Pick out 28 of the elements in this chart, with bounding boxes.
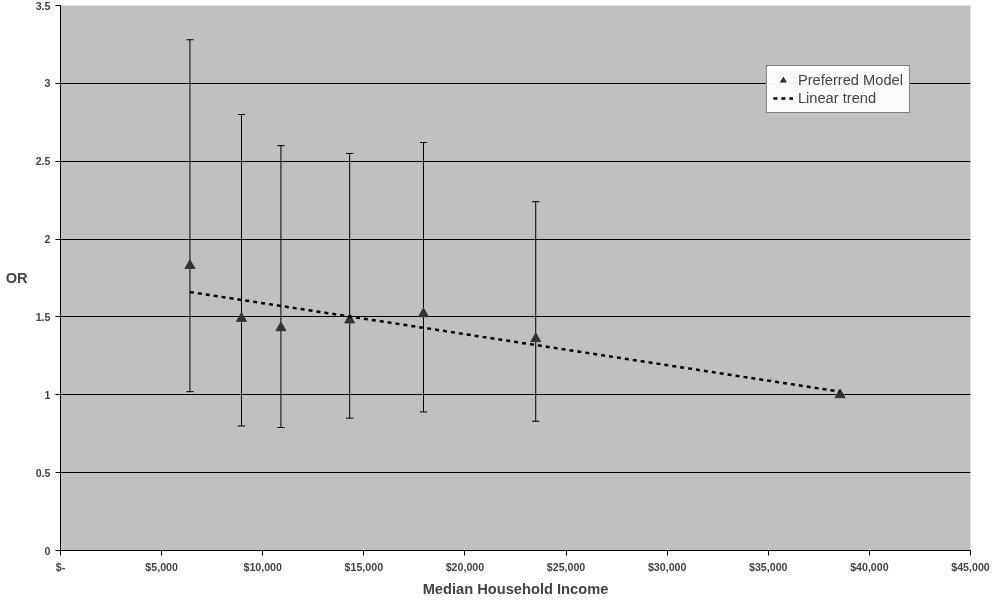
point bbox=[417, 307, 429, 318]
x-tick-label: $40,000 bbox=[850, 560, 889, 573]
y-tick-label: 3.5 bbox=[35, 0, 51, 12]
y-tick-label: 0.5 bbox=[35, 466, 51, 479]
y-tick-label: 3 bbox=[44, 77, 51, 90]
x-axis-title: Median Household Income bbox=[422, 580, 609, 597]
y-tick-label: 1 bbox=[44, 388, 51, 401]
legend-label: Linear trend bbox=[797, 90, 877, 106]
x-tick-label: $25,000 bbox=[546, 560, 586, 573]
x-tick-label: $15,000 bbox=[344, 560, 384, 573]
y-tick-label: 2.5 bbox=[35, 155, 51, 168]
point bbox=[235, 312, 247, 322]
legend-label: Preferred Model bbox=[797, 72, 903, 88]
x-tick-label: $30,000 bbox=[647, 560, 687, 573]
point bbox=[530, 332, 542, 343]
point bbox=[275, 321, 287, 332]
y-tick-label: 0 bbox=[44, 544, 51, 557]
x-tick-label: $20,000 bbox=[445, 560, 485, 573]
y-axis-title: OR bbox=[5, 270, 29, 286]
x-tick-label: $- bbox=[55, 560, 66, 573]
point bbox=[184, 259, 196, 269]
x-tick-label: $45,000 bbox=[951, 560, 990, 573]
x-tick-label: $35,000 bbox=[749, 560, 788, 573]
y-tick-label: 1.5 bbox=[35, 310, 51, 323]
point bbox=[834, 388, 846, 399]
x-tick-label: $10,000 bbox=[243, 560, 283, 573]
x-tick-label: $5,000 bbox=[145, 560, 178, 573]
y-tick-label: 2 bbox=[44, 233, 51, 246]
